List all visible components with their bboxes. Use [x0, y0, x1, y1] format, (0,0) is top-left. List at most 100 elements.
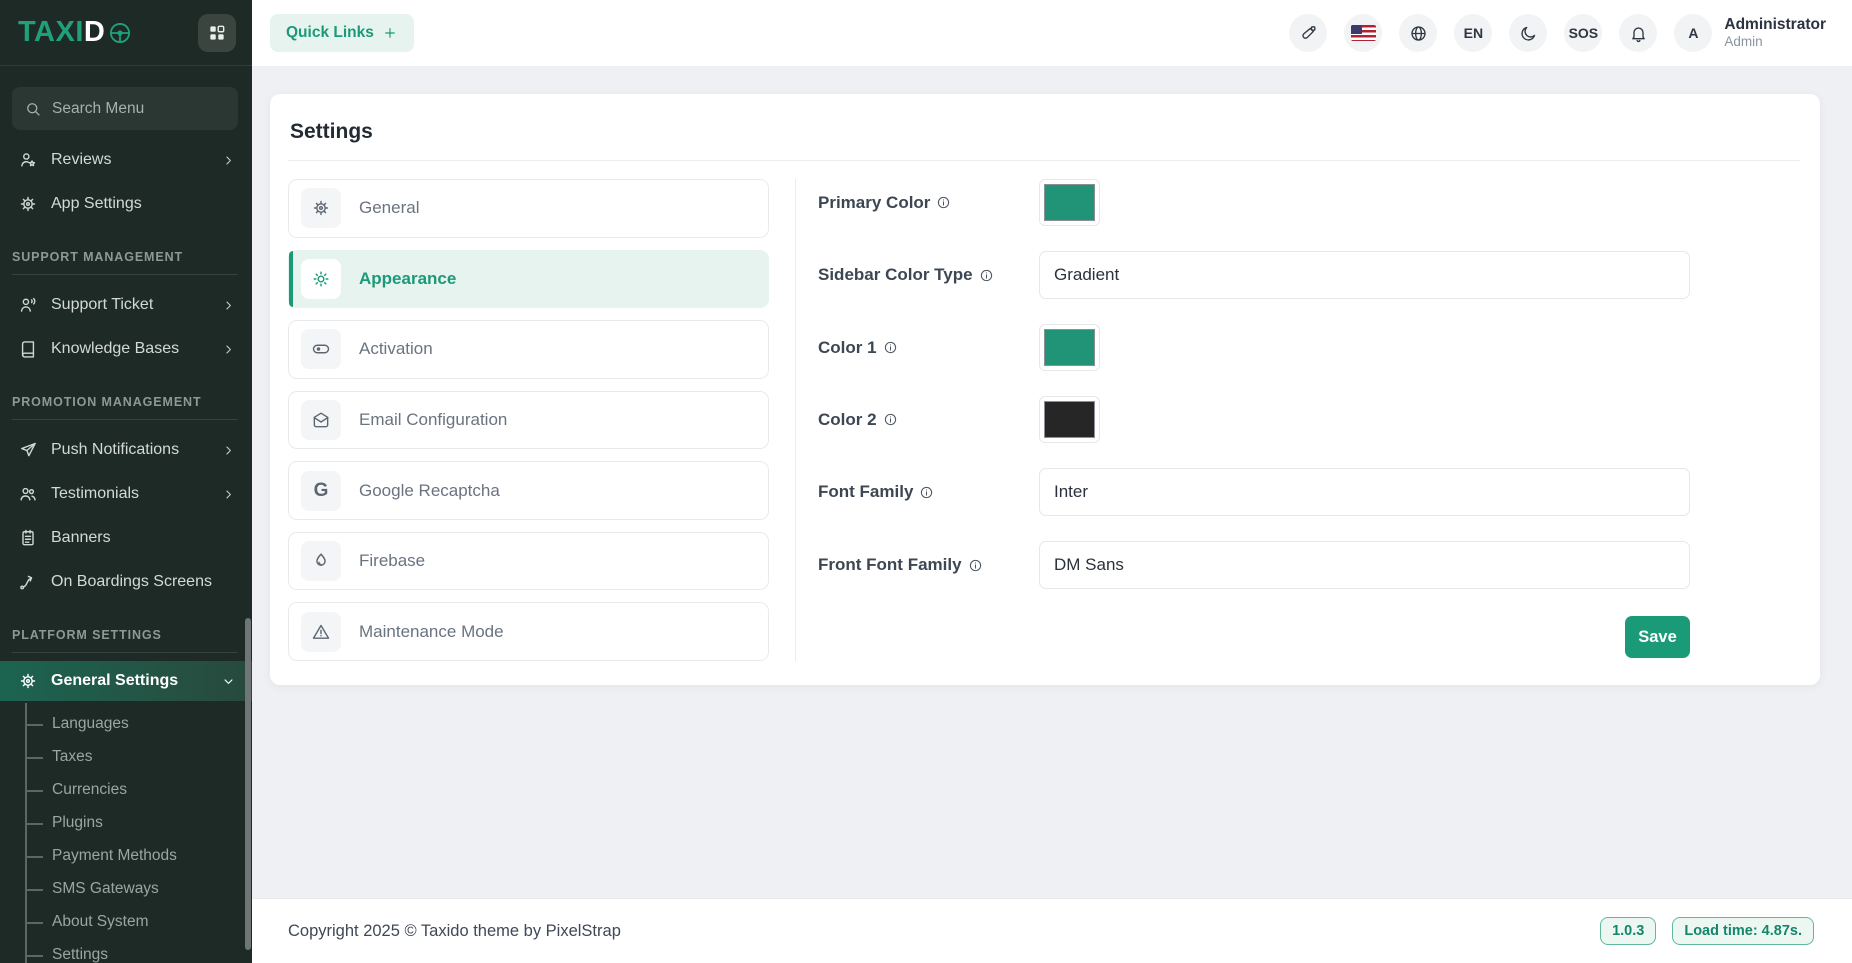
logo-text-secondary: D [83, 16, 106, 48]
sidebar-submenu: Languages Taxes Currencies Plugins Payment M… [0, 703, 252, 963]
avatar-label: A [1688, 25, 1699, 41]
footer-badges: 1.0.3 Load time: 4.87s. [1600, 917, 1814, 945]
chevron-right-icon [221, 298, 236, 313]
info-icon[interactable] [968, 558, 983, 573]
notifications-button[interactable] [1619, 14, 1658, 52]
settings-card: Settings General Appearance Activation Emai… [270, 94, 1820, 685]
form-row-color-2: Color 2 [818, 396, 1800, 443]
user-role: Admin [1724, 34, 1763, 50]
tab-general[interactable]: General [288, 179, 769, 238]
sidebar-item-knowledge-bases[interactable]: Knowledge Bases [0, 327, 252, 371]
globe-icon [1409, 24, 1428, 43]
sidebar-subitem-taxes[interactable]: Taxes [0, 740, 252, 773]
primary-color-swatch[interactable] [1039, 179, 1100, 226]
version-badge: 1.0.3 [1600, 917, 1657, 945]
sidebar-item-general-settings[interactable]: General Settings [0, 661, 252, 701]
sidebar-item-on-boardings-screens[interactable]: On Boardings Screens [0, 560, 252, 604]
sidebar-color-type-input[interactable] [1039, 251, 1690, 299]
sos-button[interactable]: SOS [1564, 14, 1603, 52]
field-label: Primary Color [818, 193, 1039, 213]
field-label-text: Font Family [818, 482, 914, 501]
sidebar-item-label: Banners [51, 529, 111, 546]
sidebar-header: TAXI D [0, 0, 252, 66]
tab-firebase[interactable]: Firebase [288, 531, 769, 591]
sidebar-section-heading: PLATFORM SETTINGS [12, 628, 238, 653]
sidebar-subitem-about-system[interactable]: About System [0, 905, 252, 938]
field-label: Font Family [818, 482, 1039, 502]
us-flag-icon [1350, 25, 1376, 41]
settings-tabs: General Appearance Activation Email Configu… [288, 179, 769, 662]
color-swatch [1044, 184, 1095, 221]
dark-mode-button[interactable] [1509, 14, 1548, 52]
gear-icon [301, 188, 341, 229]
sidebar-subitem-payment-methods[interactable]: Payment Methods [0, 839, 252, 872]
logo-text-primary: TAXI [18, 16, 84, 48]
user-meta[interactable]: Administrator Admin [1724, 15, 1826, 51]
flag-us-icon[interactable] [1344, 14, 1383, 52]
sidebar-item-app-settings[interactable]: App Settings [0, 182, 252, 226]
tab-label: Google Recaptcha [359, 480, 500, 500]
sidebar-subitem-settings[interactable]: Settings [0, 938, 252, 963]
info-icon[interactable] [979, 268, 994, 283]
tab-appearance[interactable]: Appearance [288, 249, 769, 309]
color-2-swatch[interactable] [1039, 396, 1100, 443]
color-1-swatch[interactable] [1039, 324, 1100, 371]
field-label-text: Color 1 [818, 337, 877, 357]
search-placeholder: Search Menu [52, 99, 145, 117]
sidebar-item-testimonials[interactable]: Testimonials [0, 472, 252, 516]
clipboard-icon [18, 528, 38, 548]
main-content: Settings General Appearance Activation Emai… [252, 66, 1852, 898]
customizer-button[interactable] [1289, 14, 1328, 52]
sidebar-subitem-languages[interactable]: Languages [0, 707, 252, 740]
tab-maintenance-mode[interactable]: Maintenance Mode [288, 602, 769, 662]
info-icon[interactable] [936, 195, 951, 210]
front-font-family-input[interactable] [1039, 541, 1690, 589]
quick-links-button[interactable]: Quick Links [270, 14, 414, 52]
sidebar: TAXI D Search Menu Reviews App Settings SUP… [0, 0, 252, 963]
tab-label: General [359, 198, 420, 218]
color-swatch [1044, 401, 1095, 438]
tab-google-recaptcha[interactable]: G Google Recaptcha [288, 461, 769, 520]
load-time-badge: Load time: 4.87s. [1672, 917, 1814, 945]
tab-label: Firebase [359, 551, 426, 571]
book-icon [18, 339, 38, 359]
topbar: Quick Links EN SOS A Administrator Admin [252, 0, 1852, 66]
moon-icon [1519, 24, 1538, 43]
tab-email-configuration[interactable]: Email Configuration [288, 390, 769, 450]
save-button[interactable]: Save [1625, 616, 1690, 658]
save-row: Save [818, 614, 1690, 658]
search-menu-input[interactable]: Search Menu [12, 87, 238, 130]
form-row-sidebar-color-type: Sidebar Color Type [818, 251, 1800, 299]
avatar-button[interactable]: A [1674, 14, 1713, 52]
chevron-down-icon [221, 674, 236, 689]
copyright-text: Copyright 2025 © Taxido theme by PixelSt… [288, 921, 621, 940]
sidebar-item-label: General Settings [51, 672, 179, 689]
brand-logo[interactable]: TAXI D [18, 16, 133, 49]
sidebar-item-support-ticket[interactable]: Support Ticket [0, 283, 252, 327]
sidebar-subitem-sms-gateways[interactable]: SMS Gateways [0, 872, 252, 905]
plus-icon [382, 25, 398, 41]
info-icon[interactable] [919, 485, 934, 500]
sidebar-subitem-plugins[interactable]: Plugins [0, 806, 252, 839]
globe-button[interactable] [1399, 14, 1438, 52]
sidebar-item-push-notifications[interactable]: Push Notifications [0, 428, 252, 472]
user-voice-icon [18, 295, 38, 315]
tab-activation[interactable]: Activation [288, 320, 769, 379]
letter-g-icon: G [301, 470, 341, 511]
sidebar-subitem-currencies[interactable]: Currencies [0, 773, 252, 806]
sidebar-item-label: Support Ticket [51, 296, 154, 313]
chevron-right-icon [221, 342, 236, 357]
sidebar-scrollbar[interactable] [245, 618, 251, 950]
info-icon[interactable] [883, 340, 898, 355]
info-icon[interactable] [883, 412, 898, 427]
font-family-input[interactable] [1039, 468, 1690, 516]
sidebar-item-banners[interactable]: Banners [0, 516, 252, 560]
user-star-icon [18, 150, 38, 170]
gear-icon [18, 194, 38, 214]
sidebar-item-reviews[interactable]: Reviews [0, 138, 252, 182]
gear-icon [18, 671, 38, 691]
language-button[interactable]: EN [1454, 14, 1493, 52]
tab-label: Activation [359, 339, 433, 359]
layout-grid-button[interactable] [198, 13, 236, 52]
